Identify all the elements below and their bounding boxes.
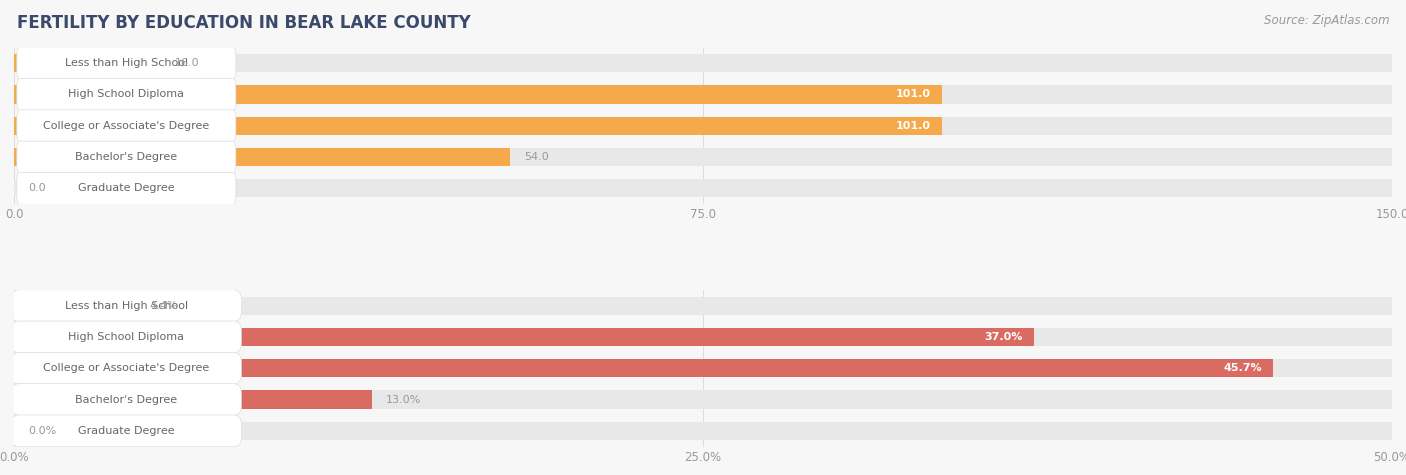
- Bar: [14, 148, 1392, 166]
- FancyBboxPatch shape: [11, 415, 242, 447]
- Text: 16.0: 16.0: [174, 58, 200, 68]
- FancyBboxPatch shape: [17, 78, 236, 110]
- Text: Bachelor's Degree: Bachelor's Degree: [76, 395, 177, 405]
- Bar: [14, 328, 1392, 346]
- Bar: [14, 54, 1392, 72]
- Text: Source: ZipAtlas.com: Source: ZipAtlas.com: [1264, 14, 1389, 27]
- Text: 13.0%: 13.0%: [387, 395, 422, 405]
- FancyBboxPatch shape: [11, 384, 242, 416]
- FancyBboxPatch shape: [11, 352, 242, 384]
- FancyBboxPatch shape: [17, 110, 236, 142]
- Text: 4.4%: 4.4%: [149, 301, 177, 311]
- Text: High School Diploma: High School Diploma: [69, 332, 184, 342]
- Bar: [14, 359, 1392, 377]
- Bar: [14, 148, 510, 166]
- Bar: [14, 422, 1392, 440]
- Bar: [14, 390, 373, 408]
- FancyBboxPatch shape: [11, 321, 242, 353]
- Text: 45.7%: 45.7%: [1223, 363, 1263, 373]
- Bar: [14, 86, 942, 104]
- Bar: [14, 54, 162, 72]
- FancyBboxPatch shape: [17, 141, 236, 173]
- Text: Graduate Degree: Graduate Degree: [79, 426, 174, 436]
- FancyBboxPatch shape: [11, 290, 242, 322]
- Bar: [14, 117, 1392, 135]
- Text: Less than High School: Less than High School: [65, 301, 188, 311]
- Text: FERTILITY BY EDUCATION IN BEAR LAKE COUNTY: FERTILITY BY EDUCATION IN BEAR LAKE COUN…: [17, 14, 471, 32]
- Text: College or Associate's Degree: College or Associate's Degree: [44, 363, 209, 373]
- Text: High School Diploma: High School Diploma: [69, 89, 184, 99]
- Text: 0.0%: 0.0%: [28, 426, 56, 436]
- Bar: [14, 359, 1274, 377]
- Text: 54.0: 54.0: [524, 152, 548, 162]
- Text: Bachelor's Degree: Bachelor's Degree: [76, 152, 177, 162]
- Text: Graduate Degree: Graduate Degree: [79, 183, 174, 193]
- Bar: [14, 328, 1033, 346]
- Bar: [14, 86, 1392, 104]
- Text: 101.0: 101.0: [896, 121, 931, 131]
- Bar: [14, 390, 1392, 408]
- Text: 37.0%: 37.0%: [984, 332, 1022, 342]
- FancyBboxPatch shape: [17, 172, 236, 204]
- Text: College or Associate's Degree: College or Associate's Degree: [44, 121, 209, 131]
- Bar: [14, 117, 942, 135]
- Text: Less than High School: Less than High School: [65, 58, 188, 68]
- Text: 101.0: 101.0: [896, 89, 931, 99]
- Text: 0.0: 0.0: [28, 183, 45, 193]
- FancyBboxPatch shape: [17, 47, 236, 79]
- Bar: [14, 296, 1392, 315]
- Bar: [14, 179, 1392, 198]
- Bar: [14, 296, 135, 315]
